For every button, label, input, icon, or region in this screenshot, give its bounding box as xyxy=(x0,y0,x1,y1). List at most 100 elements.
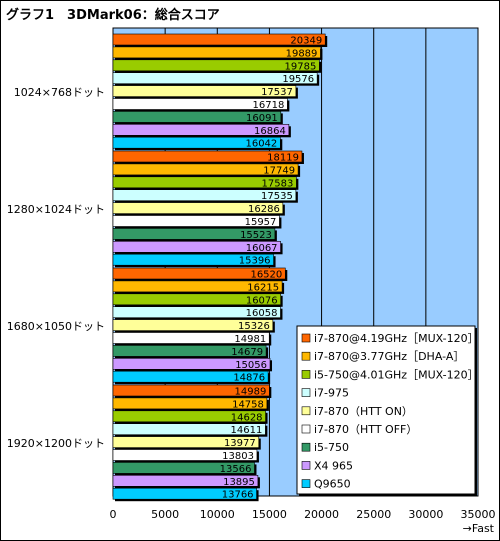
bar-1-5 xyxy=(112,215,280,227)
bar-2-0 xyxy=(112,267,286,280)
category-labels: 1024×768ドット 1280×1024ドット 1680×1050ドット 1920×… xyxy=(7,86,105,450)
legend-entry-5: i7-870（HTT OFF） xyxy=(314,423,417,436)
data-label: 14679 xyxy=(231,347,263,358)
legend-entry-1: i7-870@3.77GHz［DHA-A］ xyxy=(314,350,464,363)
data-label: 13977 xyxy=(224,438,256,449)
bar-2-3 xyxy=(112,306,281,319)
data-label: 18119 xyxy=(267,153,299,164)
bar-1-2 xyxy=(112,176,297,189)
bar-2-6 xyxy=(112,345,267,357)
data-label: 16091 xyxy=(246,113,278,124)
x-tick-35000: 35000 xyxy=(461,508,496,521)
legend-swatch-7 xyxy=(301,461,311,470)
data-label: 17749 xyxy=(263,165,295,176)
bar-3-1 xyxy=(112,397,268,410)
bar-2-2 xyxy=(112,293,281,306)
legend-entry-7: X4 965 xyxy=(314,459,353,472)
legend-swatch-2 xyxy=(301,370,311,379)
bar-3-3 xyxy=(112,423,266,436)
bar-3-0 xyxy=(112,384,270,397)
legend-entry-3: i7-975 xyxy=(314,387,349,400)
bar-0-0 xyxy=(112,33,326,46)
category-label-3: 1920×1200ドット xyxy=(7,437,105,450)
bar-3-7 xyxy=(112,474,259,487)
bar-3-6 xyxy=(112,462,255,474)
data-label: 15326 xyxy=(238,321,270,332)
data-label: 14628 xyxy=(231,412,263,423)
legend-entry-0: i7-870@4.19GHz［MUX-120］ xyxy=(314,332,479,345)
x-tick-labels: 0 5000 10000 15000 20000 25000 30000 35000 xyxy=(110,508,496,521)
data-label: 16058 xyxy=(246,308,278,319)
data-label: 16864 xyxy=(254,126,286,137)
bar-3-4 xyxy=(112,436,260,448)
x-tick-20000: 20000 xyxy=(304,508,339,521)
data-label: 19889 xyxy=(286,48,318,59)
bar-0-5 xyxy=(112,98,288,110)
bar-2-7 xyxy=(112,357,271,370)
category-label-2: 1680×1050ドット xyxy=(7,320,105,333)
data-label: 19576 xyxy=(282,74,314,85)
legend-swatch-8 xyxy=(301,479,311,488)
bar-2-1 xyxy=(112,280,283,293)
data-label: 14758 xyxy=(232,399,264,410)
data-label: 15957 xyxy=(245,217,277,228)
data-label: 14981 xyxy=(234,334,266,345)
bar-3-2 xyxy=(112,410,266,423)
data-label: 16520 xyxy=(250,270,282,281)
bar-2-5 xyxy=(112,332,270,344)
data-label: 19785 xyxy=(285,61,317,72)
data-label: 15523 xyxy=(240,230,272,241)
data-label: 20349 xyxy=(290,36,322,47)
data-label: 13566 xyxy=(220,464,252,475)
bar-2-8 xyxy=(112,370,269,383)
bar-0-2 xyxy=(112,59,320,72)
x-tick-5000: 5000 xyxy=(151,508,179,521)
data-label: 16718 xyxy=(253,100,285,111)
data-label: 17535 xyxy=(261,191,293,202)
bar-0-6 xyxy=(112,111,282,123)
bar-0-8 xyxy=(112,136,281,149)
data-label: 14611 xyxy=(231,425,263,436)
legend-entry-2: i5-750@4.01GHz［MUX-120］ xyxy=(314,368,479,381)
legend-swatch-5 xyxy=(301,424,311,434)
legend-swatch-3 xyxy=(301,388,311,397)
x-tick-10000: 10000 xyxy=(200,508,235,521)
x-tick-30000: 30000 xyxy=(408,508,443,521)
x-tick-0: 0 xyxy=(110,508,117,521)
bar-2-4 xyxy=(112,319,274,331)
data-label: 14989 xyxy=(235,387,267,398)
data-label: 16067 xyxy=(246,243,278,254)
data-label: 13803 xyxy=(222,451,254,462)
bar-3-8 xyxy=(112,487,257,500)
x-tick-15000: 15000 xyxy=(252,508,287,521)
legend: i7-870@4.19GHz［MUX-120］ i7-870@3.77GHz［DH… xyxy=(296,325,479,496)
legend-box xyxy=(296,325,476,495)
bar-0-1 xyxy=(112,46,321,59)
data-label: 14876 xyxy=(233,373,265,384)
data-label: 17583 xyxy=(262,178,294,189)
legend-swatch-4 xyxy=(301,406,311,416)
data-label: 15056 xyxy=(235,360,267,371)
bar-1-6 xyxy=(112,228,276,240)
bar-1-0 xyxy=(112,150,303,163)
bar-1-8 xyxy=(112,253,274,266)
bar-1-7 xyxy=(112,241,281,253)
bar-1-1 xyxy=(112,163,299,176)
legend-entry-4: i7-870（HTT ON） xyxy=(314,405,413,418)
data-label: 16042 xyxy=(245,139,277,150)
legend-swatch-6 xyxy=(301,442,311,452)
bar-0-7 xyxy=(112,124,290,136)
bar-0-4 xyxy=(112,85,297,97)
data-label: 15396 xyxy=(239,256,271,267)
x-tick-25000: 25000 xyxy=(356,508,391,521)
data-label: 16076 xyxy=(246,295,278,306)
data-label: 16215 xyxy=(247,282,279,293)
bar-1-4 xyxy=(112,202,284,214)
data-label: 17537 xyxy=(261,87,293,98)
data-label: 13895 xyxy=(223,477,255,488)
legend-swatch-1 xyxy=(301,351,311,361)
data-label: 16286 xyxy=(248,204,280,215)
legend-entry-6: i5-750 xyxy=(314,441,349,454)
